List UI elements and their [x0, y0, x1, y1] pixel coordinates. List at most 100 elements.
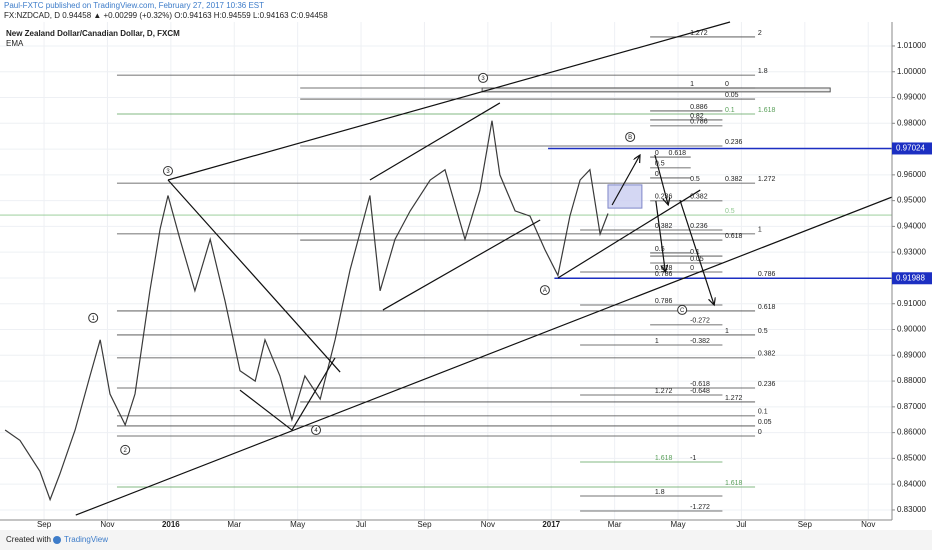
y-tick-label: 0.84000 [897, 479, 926, 488]
fib-label: 0.786 [655, 271, 673, 278]
box [607, 184, 643, 209]
wave-marker [625, 131, 636, 142]
fib-label: 0.786 [758, 271, 776, 278]
fib-label: 0.05 [690, 256, 704, 263]
arrow [679, 199, 714, 305]
brand-icon [53, 536, 61, 544]
wave-label: 2 [124, 448, 128, 454]
x-tick-label: May [290, 520, 305, 529]
x-tick-label: Nov [481, 520, 495, 529]
wave-marker [120, 444, 131, 455]
wave-label: 3 [166, 169, 170, 175]
arrow [654, 154, 668, 205]
trendline [239, 389, 293, 431]
fib-label: 0.1 [725, 107, 735, 114]
fib-label: 2 [758, 30, 762, 37]
fib-label: -0.272 [690, 318, 710, 325]
y-tick-label: 0.90000 [897, 325, 926, 334]
price-label-bg [892, 272, 932, 285]
fib-label: 1.272 [690, 30, 708, 37]
box [481, 87, 831, 93]
wave-marker [88, 312, 99, 323]
fib-label: 1.618 [758, 107, 776, 114]
wave-marker [311, 425, 322, 436]
price-label: 0.91988 [896, 273, 925, 282]
fib-label: 1.618 [725, 480, 743, 487]
fib-label: -0.618 [690, 381, 710, 388]
trendline [167, 179, 341, 373]
x-tick-label: 2016 [162, 520, 180, 529]
fib-label: 1.272 [725, 395, 743, 402]
trendline [557, 189, 701, 279]
y-tick-label: 0.89000 [897, 350, 926, 359]
y-tick-label: 0.96000 [897, 170, 926, 179]
y-tick-label: 1.01000 [897, 41, 926, 50]
wave-label: A [543, 288, 547, 294]
fib-label: 1 [758, 227, 762, 234]
fib-label: 0.1 [690, 249, 700, 256]
fib-label: 1.272 [758, 176, 776, 183]
x-tick-label: Sep [417, 520, 432, 529]
trendline [369, 102, 501, 181]
publisher: Paul-FXTC published on TradingView.com, … [4, 1, 264, 10]
wave-label: 1 [92, 316, 96, 322]
x-tick-label: Nov [100, 520, 114, 529]
brand[interactable]: TradingView [64, 535, 108, 544]
fib-label: 1 [690, 81, 694, 88]
wave-label: 3 [481, 76, 485, 82]
fib-label: 1.618 [655, 455, 673, 462]
fib-label: 0.382 [690, 194, 708, 201]
plot-area: 1.272 21.81 00.050.886 0.1 1.6180.820.7860.2… [0, 21, 893, 520]
x-tick-label: Sep [37, 520, 52, 529]
footer-bar [0, 530, 932, 550]
fib-label: 0.886 [690, 104, 708, 111]
fib-label: 0.5 [758, 328, 768, 335]
fib-label: 1 [725, 328, 729, 335]
fib-label: 0.5 [690, 176, 700, 183]
trendline [291, 357, 336, 431]
price-label: 0.97024 [896, 144, 925, 153]
y-tick-label: 1.00000 [897, 67, 926, 76]
x-tick-label: Nov [861, 520, 875, 529]
arrow [611, 155, 640, 206]
x-tick-label: Jul [736, 520, 746, 529]
y-tick-label: 0.91000 [897, 299, 926, 308]
x-tick-label: Sep [798, 520, 813, 529]
fib-label: 0.05 [725, 92, 739, 99]
x-tick-label: May [670, 520, 685, 529]
fib-label: 0.786 [690, 119, 708, 126]
fib-label: -0.648 [690, 388, 710, 395]
fib-label: -1 [690, 455, 696, 462]
y-tick-label: 0.95000 [897, 196, 926, 205]
indicator: EMA [6, 39, 24, 48]
fib-label: 0.382 [725, 176, 743, 183]
fib-label: 0 [725, 81, 729, 88]
y-tick-label: 0.87000 [897, 402, 926, 411]
fib-label: 0.618 [725, 233, 743, 240]
y-tick-label: 0.88000 [897, 376, 926, 385]
fib-label: 0.05 [758, 419, 772, 426]
fib-label: 0.236 [655, 194, 673, 201]
wave-label: C [680, 308, 685, 314]
wave-marker [478, 72, 489, 83]
y-tick-label: 0.85000 [897, 454, 926, 463]
y-tick-label: 0.99000 [897, 93, 926, 102]
y-tick-label: 0.98000 [897, 118, 926, 127]
fib-label: 0.5 [655, 246, 665, 253]
fib-label: 0.382 [758, 351, 776, 358]
x-tick-label: Mar [227, 520, 241, 529]
arrow [655, 200, 666, 272]
y-tick-label: 0.94000 [897, 222, 926, 231]
y-tick-label: 0.86000 [897, 428, 926, 437]
fib-label: 0 [758, 429, 762, 436]
trendline [75, 196, 893, 516]
fib-label: 1.272 [655, 388, 673, 395]
wave-marker [539, 285, 550, 296]
wave-marker [677, 304, 688, 315]
x-tick-label: Mar [608, 520, 622, 529]
wave-marker [163, 165, 174, 176]
fib-label: 1.8 [655, 489, 665, 496]
fib-label: 1.8 [758, 68, 768, 75]
